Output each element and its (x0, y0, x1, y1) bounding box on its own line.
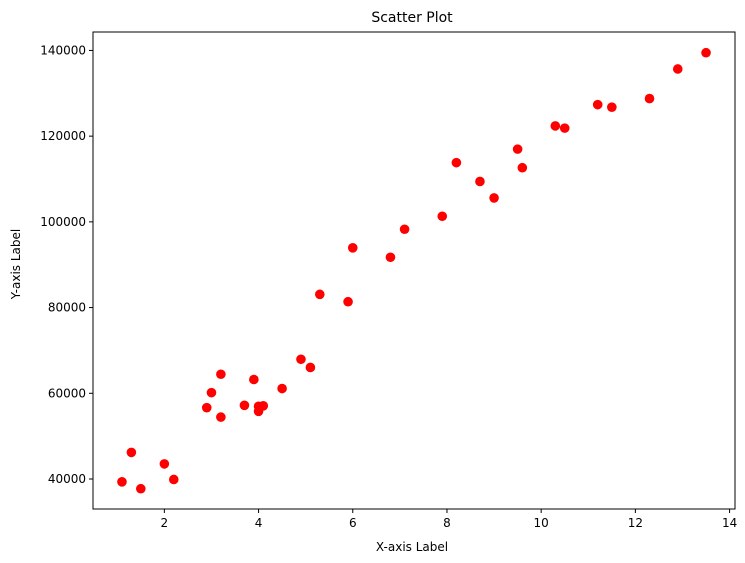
data-point-18 (315, 290, 325, 300)
data-point-3 (136, 484, 146, 494)
data-point-9 (216, 369, 226, 379)
data-point-28 (518, 163, 528, 173)
data-point-20 (348, 243, 358, 253)
data-point-7 (207, 388, 217, 398)
x-axis-label: X-axis Label (376, 540, 448, 554)
data-point-31 (593, 100, 603, 110)
data-point-5 (169, 475, 179, 485)
data-point-30 (560, 123, 570, 133)
data-point-23 (437, 211, 447, 221)
data-point-16 (296, 354, 306, 364)
plot-area (117, 48, 711, 494)
x-tick-label: 4 (255, 516, 263, 530)
data-point-17 (306, 363, 316, 373)
x-tick-label: 10 (534, 516, 549, 530)
data-point-34 (673, 64, 683, 74)
data-point-1 (117, 477, 127, 487)
data-point-14 (258, 401, 268, 411)
x-tick-label: 8 (443, 516, 451, 530)
data-point-15 (277, 384, 287, 394)
data-point-2 (127, 448, 137, 458)
x-tick-label: 12 (628, 516, 643, 530)
data-point-32 (607, 102, 617, 112)
y-axis-label: Y-axis Label (9, 229, 23, 300)
data-point-21 (386, 252, 396, 262)
chart-title: Scatter Plot (371, 10, 453, 26)
data-point-19 (343, 297, 353, 307)
y-tick-label: 140000 (40, 43, 86, 57)
data-point-27 (513, 144, 523, 154)
y-tick-label: 60000 (48, 386, 86, 400)
data-point-4 (160, 459, 170, 469)
plot-frame (93, 32, 735, 509)
data-point-35 (701, 48, 711, 58)
data-point-22 (400, 224, 410, 234)
x-axis: 2 4 6 8 10 12 14 (161, 509, 738, 530)
x-tick-label: 2 (161, 516, 169, 530)
x-tick-label: 6 (349, 516, 357, 530)
data-point-29 (551, 121, 561, 131)
y-tick-label: 40000 (48, 472, 86, 486)
y-tick-label: 120000 (40, 129, 86, 143)
data-point-11 (249, 375, 259, 385)
data-point-6 (202, 403, 212, 413)
y-axis: 40000 60000 80000 100000 120000 140000 (40, 43, 93, 486)
data-point-25 (475, 177, 485, 187)
data-point-24 (452, 158, 462, 168)
data-point-10 (240, 401, 250, 411)
y-tick-label: 80000 (48, 301, 86, 315)
data-point-26 (489, 193, 499, 203)
data-point-8 (216, 412, 226, 422)
x-tick-label: 14 (722, 516, 737, 530)
y-tick-label: 100000 (40, 215, 86, 229)
data-point-33 (645, 94, 655, 104)
